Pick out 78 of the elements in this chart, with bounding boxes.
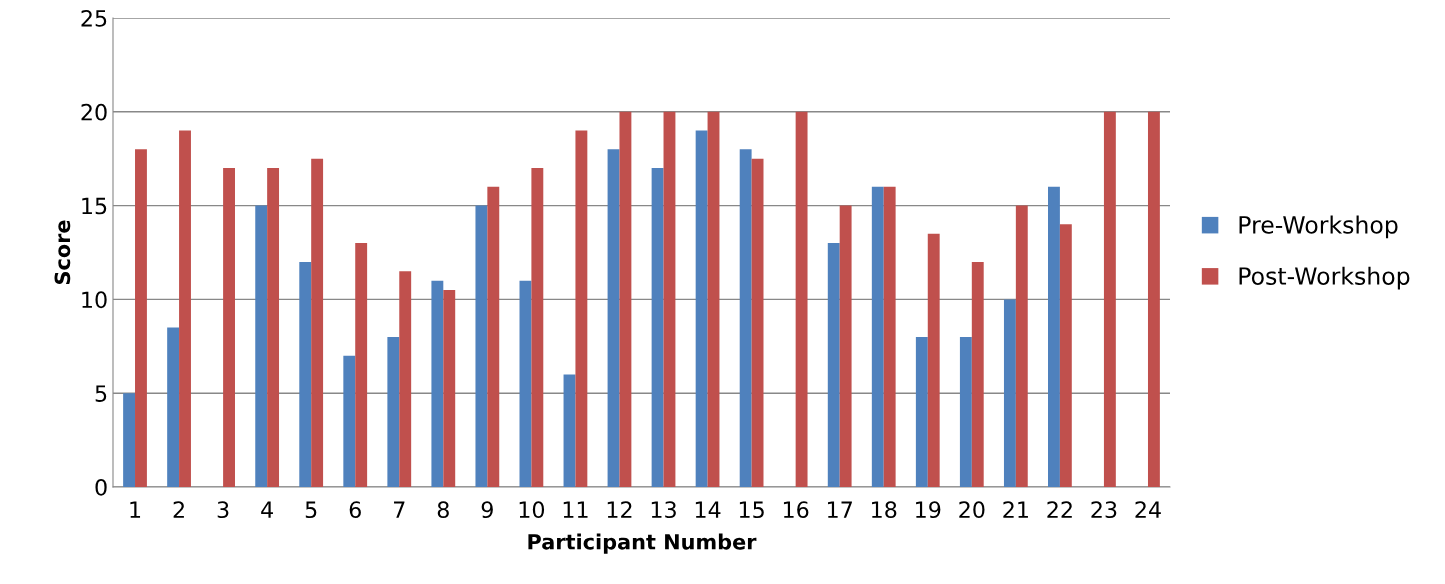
bar (739, 149, 752, 487)
x-tick-label: 6 (349, 501, 361, 519)
bar (883, 186, 896, 487)
x-tick-label: 3 (217, 501, 229, 519)
x-tick-label: 14 (695, 501, 721, 518)
bar (751, 158, 764, 487)
bar (651, 168, 664, 487)
bar (167, 327, 180, 487)
bar (299, 261, 312, 487)
bar (223, 168, 235, 487)
x-tick-label: 22 (1047, 501, 1072, 518)
bar (971, 261, 984, 487)
legend-label: Post-Workshop (1239, 266, 1410, 290)
bar (959, 336, 972, 487)
bar (1048, 186, 1060, 487)
x-tick-label: 4 (261, 501, 273, 518)
bar (311, 158, 324, 487)
x-tick-label: 17 (827, 501, 852, 518)
x-axis-title: Participant Number (528, 533, 757, 554)
bar (927, 233, 940, 487)
bar (1147, 111, 1160, 487)
bar (443, 290, 456, 487)
bar (619, 111, 632, 487)
bar (663, 111, 676, 487)
bar (487, 186, 500, 487)
y-tick-label: 15 (82, 197, 107, 215)
bar (475, 205, 488, 487)
x-tick-label: 16 (783, 501, 809, 519)
x-tick-label: 13 (651, 501, 676, 519)
bar (1015, 205, 1028, 487)
x-tick-label: 7 (394, 501, 405, 518)
x-tick-label: 5 (305, 501, 317, 519)
bar (695, 130, 708, 487)
y-tick-label: 0 (95, 478, 107, 496)
x-tick-label: 24 (1135, 501, 1161, 518)
bar (827, 243, 840, 487)
bar (343, 355, 356, 487)
x-tick-label: 2 (173, 501, 184, 518)
x-tick-label: 1 (130, 501, 141, 518)
x-tick-label: 11 (563, 501, 588, 518)
bar (179, 130, 191, 487)
x-tick-label: 20 (959, 501, 985, 519)
bar (707, 111, 720, 487)
x-tick-label: 23 (1091, 501, 1117, 519)
x-tick-label: 21 (1003, 501, 1028, 518)
bar (355, 243, 368, 487)
y-axis-title: Score (54, 220, 71, 285)
bar (1059, 224, 1072, 487)
bar (1003, 299, 1016, 487)
bar (915, 336, 928, 487)
x-tick-label: 9 (481, 501, 493, 519)
bar (399, 271, 412, 487)
bar (135, 149, 147, 487)
bar (123, 393, 136, 487)
legend-label: Pre-Workshop (1239, 215, 1398, 239)
bar (607, 149, 620, 487)
x-tick-label: 19 (916, 501, 941, 519)
bar (871, 186, 884, 487)
bar (431, 280, 444, 487)
x-tick-label: 15 (739, 501, 764, 519)
bar (575, 130, 588, 487)
bar (255, 205, 268, 487)
x-tick-label: 18 (872, 501, 897, 519)
bar (839, 205, 852, 487)
y-tick-label: 5 (95, 385, 107, 402)
bar (795, 111, 808, 487)
y-tick-label: 20 (81, 103, 107, 121)
y-tick-label: 25 (81, 9, 107, 27)
bar (519, 280, 532, 487)
bar (387, 336, 400, 487)
x-tick-label: 10 (519, 501, 545, 519)
x-tick-label: 12 (607, 501, 632, 518)
bar (267, 168, 280, 487)
bar (563, 374, 576, 487)
x-tick-label: 8 (437, 501, 449, 519)
y-tick-label: 10 (82, 291, 107, 309)
bar (1103, 111, 1116, 487)
bar (531, 168, 544, 487)
